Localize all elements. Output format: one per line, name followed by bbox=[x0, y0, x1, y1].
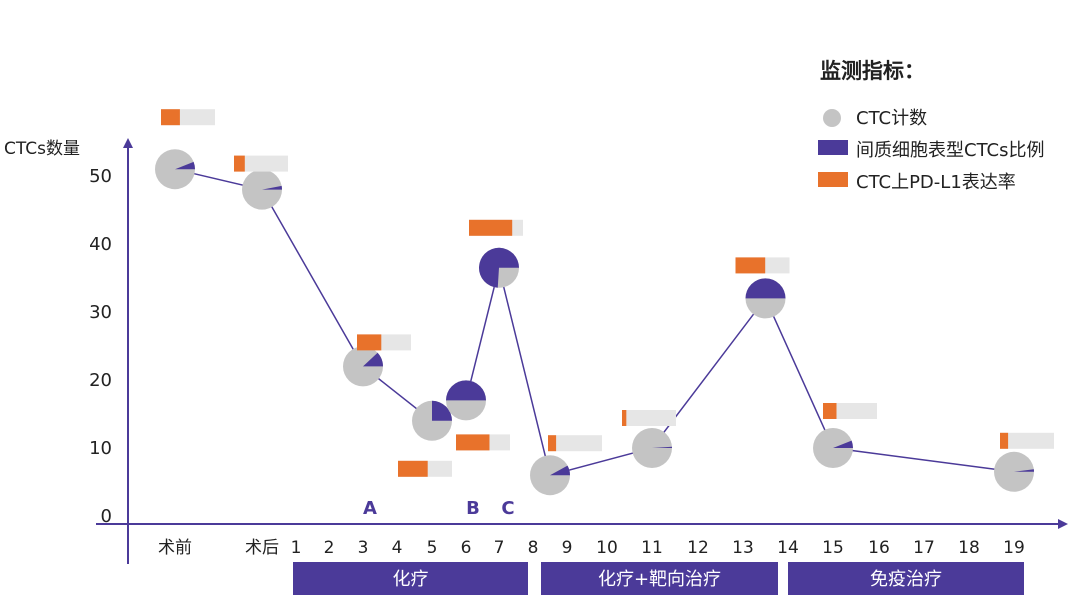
phase-label: 免疫治疗 bbox=[870, 569, 942, 590]
x-tick-label: 3 bbox=[358, 538, 369, 558]
pdl1-bar-fill bbox=[469, 219, 513, 236]
mesenchymal-slice bbox=[652, 446, 672, 448]
ctc-line bbox=[174, 168, 1015, 477]
legend-item-label: CTC上PD-L1表达率 bbox=[856, 172, 1016, 193]
x-axis-arrow bbox=[1058, 519, 1068, 529]
x-tick-label: 19 bbox=[1003, 538, 1025, 558]
y-axis-arrow bbox=[123, 138, 133, 148]
pdl1-bar-fill bbox=[1000, 432, 1009, 449]
mesenchymal-slice bbox=[175, 161, 195, 170]
data-point bbox=[622, 410, 676, 468]
x-tick-label: 术后 bbox=[245, 538, 279, 558]
data-point bbox=[469, 219, 523, 288]
x-tick-label: 10 bbox=[596, 538, 618, 558]
x-tick-label: 17 bbox=[913, 538, 935, 558]
data-point bbox=[446, 380, 510, 451]
x-tick-label: 7 bbox=[494, 538, 505, 558]
x-tick-label: 术前 bbox=[158, 538, 192, 558]
x-tick-label: 2 bbox=[324, 538, 335, 558]
y-tick-label: 30 bbox=[89, 302, 112, 323]
data-point bbox=[398, 400, 452, 477]
pdl1-bar-fill bbox=[735, 257, 766, 274]
phase-label: 化疗 bbox=[393, 569, 429, 590]
x-tick-label: 6 bbox=[461, 538, 472, 558]
data-point bbox=[155, 109, 215, 190]
pdl1-bar-track bbox=[548, 435, 602, 452]
pdl1-bar-track bbox=[622, 410, 676, 426]
mesenchymal-slice bbox=[363, 352, 383, 367]
data-point bbox=[735, 257, 790, 319]
x-tick-label: 4 bbox=[392, 538, 403, 558]
x-tick-label: 1 bbox=[291, 538, 302, 558]
mesenchymal-slice bbox=[262, 185, 282, 190]
data-point bbox=[813, 403, 877, 468]
mesenchymal-slice bbox=[745, 278, 786, 299]
x-tick-label: 16 bbox=[868, 538, 890, 558]
y-axis-label: CTCs数量 bbox=[4, 139, 80, 159]
x-tick-label: 18 bbox=[958, 538, 980, 558]
axes bbox=[96, 138, 1068, 564]
legend-pdl1-swatch bbox=[818, 172, 848, 187]
legend-mesenchymal-swatch bbox=[818, 140, 848, 155]
legend-ctc-swatch bbox=[823, 109, 841, 127]
y-tick-label: 0 bbox=[101, 506, 112, 527]
pdl1-bar-fill bbox=[234, 155, 245, 172]
phase-bar bbox=[541, 562, 778, 595]
annotation-b: B bbox=[466, 498, 480, 519]
data-points bbox=[155, 109, 1054, 496]
pdl1-bar-fill bbox=[548, 435, 557, 452]
mesenchymal-slice bbox=[1014, 469, 1034, 472]
y-tick-label: 10 bbox=[89, 438, 112, 459]
y-tick-label: 40 bbox=[89, 234, 112, 255]
phase-bar bbox=[788, 562, 1024, 595]
treatment-phases: 化疗 化疗+靶向治疗 免疫治疗 bbox=[293, 562, 1024, 595]
x-tick-label: 8 bbox=[528, 538, 539, 558]
data-point bbox=[343, 334, 411, 387]
pdl1-bar-fill bbox=[823, 403, 837, 419]
legend-item-label: CTC计数 bbox=[856, 108, 927, 129]
pdl1-bar-fill bbox=[357, 334, 382, 351]
mesenchymal-slice bbox=[432, 400, 452, 421]
x-tick-label: 15 bbox=[822, 538, 844, 558]
pdl1-bar-fill bbox=[161, 109, 180, 126]
legend-title: 监测指标： bbox=[820, 59, 925, 83]
pdl1-bar-fill bbox=[398, 460, 428, 477]
annotation-a: A bbox=[363, 498, 377, 519]
x-tick-label: 14 bbox=[777, 538, 799, 558]
mesenchymal-slice bbox=[479, 247, 519, 288]
phase-label: 化疗+靶向治疗 bbox=[598, 569, 721, 590]
x-tick-label: 13 bbox=[732, 538, 754, 558]
pdl1-bar-fill bbox=[622, 410, 627, 426]
annotation-c: C bbox=[501, 498, 514, 519]
mesenchymal-slice bbox=[550, 465, 570, 476]
mesenchymal-slice bbox=[833, 440, 853, 448]
y-tick-label: 20 bbox=[89, 370, 112, 391]
x-tick-label: 9 bbox=[562, 538, 573, 558]
data-point bbox=[994, 432, 1054, 492]
legend-item-label: 间质细胞表型CTCs比例 bbox=[856, 140, 1044, 161]
x-tick-label: 12 bbox=[687, 538, 709, 558]
data-point bbox=[234, 155, 288, 210]
pdl1-bar-track bbox=[1000, 432, 1054, 449]
series-line bbox=[174, 168, 1015, 477]
phase-bar bbox=[293, 562, 528, 595]
mesenchymal-slice bbox=[446, 380, 486, 401]
pdl1-bar-track bbox=[234, 155, 288, 172]
x-tick-label: 5 bbox=[427, 538, 438, 558]
x-tick-label: 11 bbox=[641, 538, 663, 558]
y-tick-label: 50 bbox=[89, 166, 112, 187]
pdl1-bar-fill bbox=[456, 434, 490, 451]
data-point bbox=[530, 435, 602, 496]
